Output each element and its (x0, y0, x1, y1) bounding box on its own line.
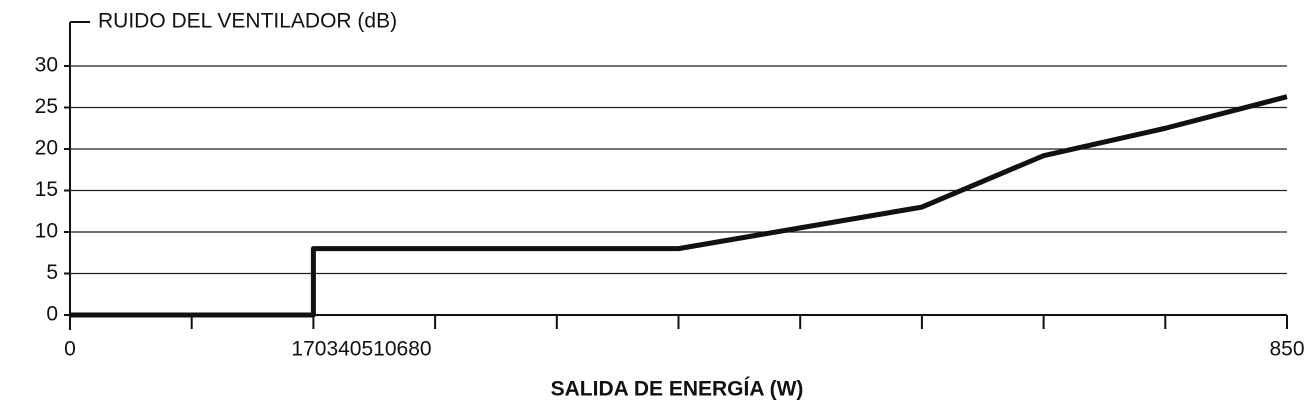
x-tick-label: 850 (1269, 338, 1304, 361)
x-tick-label: 170 (291, 338, 326, 361)
x-tick-label: 680 (397, 338, 432, 361)
y-tick-label: 20 (35, 137, 58, 160)
x-axis-title: SALIDA DE ENERGÍA (W) (551, 378, 804, 401)
y-tick-label: 0 (46, 303, 58, 326)
data-line (70, 94, 1288, 318)
x-tick-label: 510 (361, 338, 396, 361)
y-tick-label: 15 (35, 178, 58, 201)
y-tick-label: 30 (35, 54, 58, 77)
x-tick-label: 0 (64, 338, 76, 361)
y-tick-label: 25 (35, 95, 58, 118)
x-tick-label: 340 (326, 338, 361, 361)
chart-title: RUIDO DEL VENTILADOR (dB) (98, 10, 397, 33)
y-tick-label: 10 (35, 220, 58, 243)
y-tick-label: 5 (46, 261, 58, 284)
